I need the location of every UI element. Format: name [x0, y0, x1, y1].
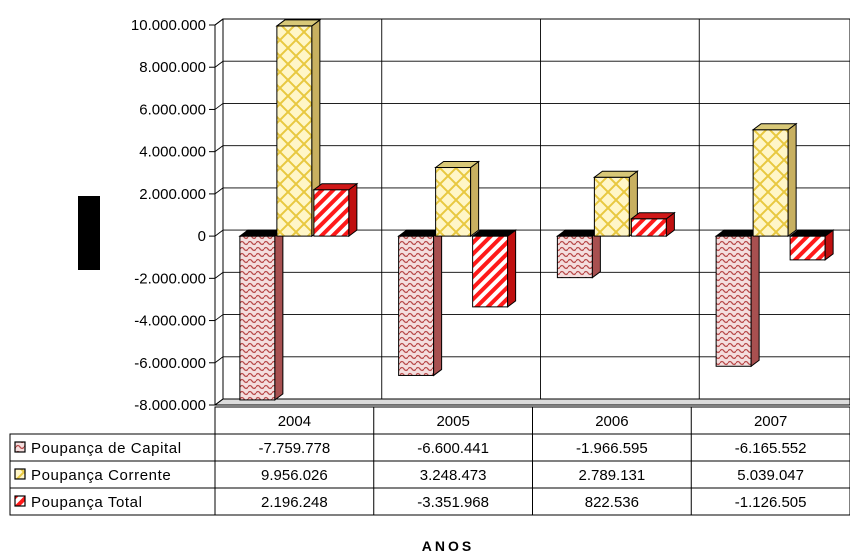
data-table: 2004 2005 2006 2007 Poupança de Capital -7.75…: [9, 406, 850, 516]
y-tick-label: 2.000.000: [139, 186, 206, 203]
bar-front: [556, 235, 593, 279]
gridline-depth: [214, 229, 224, 237]
y-tick-label: 10.000.000: [131, 17, 206, 34]
bar: [397, 229, 444, 377]
table-cell: -6.165.552: [735, 440, 807, 457]
category-label: 2006: [595, 413, 628, 430]
table-cell: -6.600.441: [417, 440, 489, 457]
table-cell: -1.126.505: [735, 494, 807, 511]
bar: [714, 229, 761, 368]
bar-top: [471, 229, 518, 237]
gridline-depth: [214, 187, 224, 195]
legend-key: [14, 495, 26, 507]
y-tick-label: 0: [198, 228, 206, 245]
bar-front: [435, 167, 472, 237]
bar: [751, 122, 798, 238]
bar: [275, 18, 322, 238]
bar: [238, 229, 285, 401]
table-cell: -1.966.595: [576, 440, 648, 457]
bar-side: [433, 229, 443, 377]
bar-front: [276, 25, 313, 237]
y-tick-label: 4.000.000: [139, 144, 206, 161]
axes: 10.000.000 8.000.000 6.000.000 4.000.000 2.0…: [131, 17, 224, 414]
table-cell: -7.759.778: [259, 440, 331, 457]
y-axis-depth: [214, 18, 224, 26]
bar-top: [592, 170, 639, 178]
bar: [555, 229, 602, 279]
bar-front: [472, 235, 509, 308]
legend-label: Poupança Corrente: [31, 467, 171, 484]
gridline-depth: [214, 271, 224, 279]
gridline-depth: [214, 356, 224, 364]
bar-side: [750, 229, 760, 368]
floor: [213, 398, 850, 406]
bar-side: [591, 229, 601, 279]
legend-key: [14, 468, 26, 480]
gridline-depth: [214, 314, 224, 321]
bar-side: [470, 160, 480, 238]
bar-top: [275, 19, 322, 27]
legend-label: Poupança de Capital: [31, 440, 182, 457]
legend-key: [14, 441, 26, 453]
gridline-depth: [214, 145, 224, 153]
bar-top: [312, 183, 359, 191]
bar-side: [348, 182, 358, 238]
category-label: 2005: [436, 413, 469, 430]
bar-front: [313, 189, 350, 237]
table-cell: 5.039.047: [737, 467, 804, 484]
bar: [312, 182, 359, 238]
bar-top: [751, 123, 798, 131]
table-cell: 2.789.131: [579, 467, 646, 484]
gridline-depth: [214, 398, 224, 406]
y-tick-label: -2.000.000: [134, 270, 206, 287]
y-tick-label: -8.000.000: [134, 397, 206, 414]
bar-front: [752, 129, 789, 237]
table-cell: 3.248.473: [420, 467, 487, 484]
x-axis-title: ANOS: [422, 538, 474, 554]
gridline-depth: [214, 60, 224, 68]
bar-top: [629, 212, 676, 220]
y-tick-label: 6.000.000: [139, 101, 206, 118]
bar: [629, 211, 676, 238]
bar: [434, 160, 481, 238]
bars: [238, 18, 835, 401]
bar: [788, 229, 835, 261]
legend-label: Poupança Total: [31, 494, 143, 511]
bar-side: [274, 229, 284, 401]
table-cell: 9.956.026: [261, 467, 328, 484]
table-cell: 2.196.248: [261, 494, 328, 511]
y-axis-label-block: [78, 196, 100, 270]
bar: [471, 229, 518, 308]
bar-front: [630, 218, 667, 237]
bar-front: [789, 235, 826, 261]
table-cell: 822.536: [585, 494, 639, 511]
bar-front: [715, 235, 752, 367]
bar-front: [239, 235, 276, 401]
bar-side: [507, 229, 517, 308]
bar-front: [398, 235, 435, 376]
y-tick-label: -6.000.000: [134, 355, 206, 372]
y-tick-label: -4.000.000: [134, 313, 206, 330]
bar-side: [787, 122, 797, 238]
category-label: 2007: [754, 413, 787, 430]
category-label: 2004: [278, 413, 311, 430]
table-cell: -3.351.968: [417, 494, 489, 511]
gridline-depth: [214, 103, 224, 110]
y-tick-label: 8.000.000: [139, 59, 206, 76]
bar-top: [434, 161, 481, 169]
bar-top: [788, 229, 835, 237]
bar-front: [593, 176, 630, 237]
